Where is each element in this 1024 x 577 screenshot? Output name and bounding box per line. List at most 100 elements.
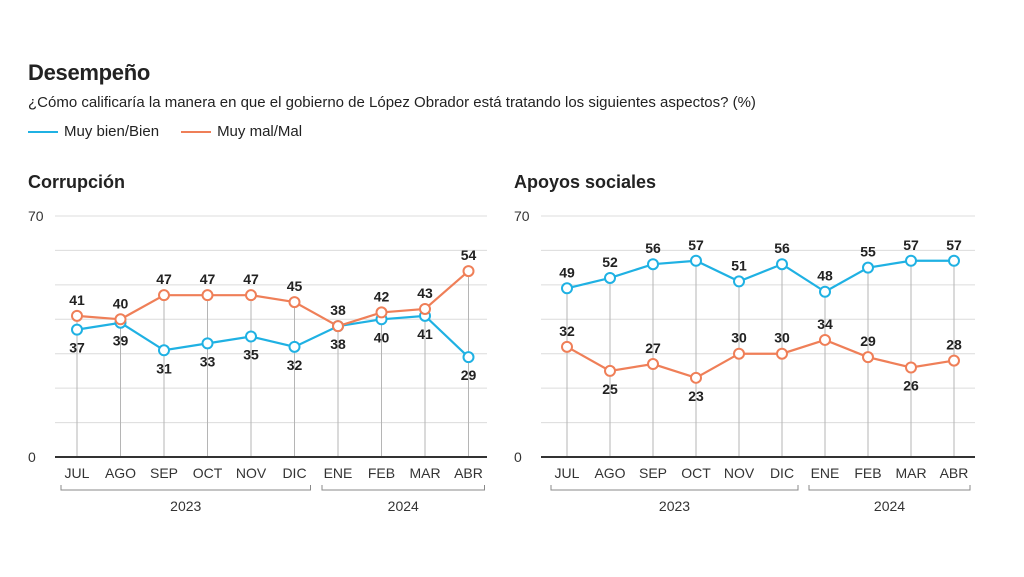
c0-data-label-0: 39: [113, 333, 129, 349]
c0-data-label-0: 32: [287, 357, 303, 373]
c0-point-1: [201, 289, 214, 302]
c0-xtick-label: MAR: [409, 465, 440, 481]
legend-label-bad: Muy mal/Mal: [217, 123, 303, 140]
c1-year-bracket: [550, 485, 799, 491]
c0-xtick-label: NOV: [236, 465, 267, 481]
c1-point-0: [862, 261, 874, 274]
c0-point-1: [245, 289, 257, 302]
c1-xtick-label: NOV: [724, 465, 755, 481]
c0-data-label-1: 47: [200, 271, 216, 287]
c0-point-1: [114, 313, 127, 326]
c0-data-label-0: 41: [417, 326, 433, 342]
c0-xtick-label: FEB: [368, 465, 395, 481]
c1-point-0: [819, 285, 831, 298]
legend-swatch-bad: [181, 130, 212, 133]
c0-point-1: [375, 306, 388, 319]
page-title: Desempeño: [28, 60, 151, 85]
chart-title-corrupcion: Corrupción: [28, 172, 125, 192]
c1-point-1: [690, 371, 702, 384]
c0-year-bracket: [321, 485, 485, 491]
c0-year-label: 2023: [170, 498, 201, 514]
c1-ytick-label: 0: [514, 449, 522, 465]
c0-point-1: [462, 265, 475, 278]
c1-data-label-0: 56: [774, 240, 790, 256]
legend-swatch-good: [28, 130, 58, 133]
c0-data-label-0: 31: [156, 360, 172, 376]
c1-point-1: [862, 351, 874, 364]
c1-data-label-1: 29: [860, 333, 876, 349]
c1-data-label-0: 55: [860, 244, 876, 260]
c0-point-0: [158, 344, 170, 357]
c1-point-0: [776, 258, 788, 271]
c1-point-0: [690, 254, 702, 267]
c1-point-0: [733, 275, 745, 288]
c1-point-0: [905, 254, 917, 267]
c0-xtick-label: DIC: [282, 465, 306, 481]
c1-point-0: [561, 282, 573, 295]
c1-data-label-1: 28: [946, 337, 962, 353]
c1-point-0: [604, 271, 616, 284]
c0-ytick-label: 0: [28, 449, 36, 465]
c1-xtick-label: MAR: [895, 465, 926, 481]
c1-series-line-0: [566, 259, 954, 294]
c1-xtick-label: DIC: [770, 465, 794, 481]
c1-point-1: [733, 347, 745, 360]
c0-point-0: [201, 337, 214, 350]
c1-data-label-1: 25: [602, 381, 618, 397]
c0-xtick-label: OCT: [193, 465, 223, 481]
c1-year-label: 2023: [659, 498, 690, 514]
c0-data-label-1: 45: [287, 278, 303, 294]
c0-point-1: [158, 289, 170, 302]
c1-data-label-0: 56: [645, 240, 661, 256]
c0-data-label-1: 40: [113, 295, 129, 311]
c0-data-label-0: 37: [69, 340, 85, 356]
c0-point-0: [71, 323, 83, 336]
c1-xtick-label: SEP: [639, 465, 667, 481]
c0-data-label-1: 41: [69, 292, 85, 308]
c1-point-1: [561, 340, 573, 353]
legend-item-good: Muy bien/Bien: [28, 123, 159, 140]
c1-xtick-label: FEB: [854, 465, 881, 481]
c0-point-0: [462, 351, 475, 364]
c0-point-1: [419, 302, 431, 315]
c1-xtick-label: ABR: [940, 465, 969, 481]
c1-ytick-label: 70: [514, 208, 530, 224]
c1-data-label-0: 48: [817, 268, 833, 284]
c0-point-0: [288, 340, 301, 353]
legend: Muy bien/Bien Muy mal/Mal: [28, 123, 324, 140]
c1-data-label-1: 27: [645, 340, 661, 356]
c0-point-1: [332, 320, 344, 333]
c1-data-label-1: 34: [817, 316, 833, 332]
c0-data-label-1: 42: [374, 288, 390, 304]
c1-xtick-label: ENE: [811, 465, 840, 481]
c1-series-line-1: [566, 338, 955, 380]
c1-point-1: [647, 358, 659, 371]
c1-data-label-1: 30: [774, 330, 790, 346]
c0-data-label-1: 43: [417, 285, 433, 301]
legend-label-good: Muy bien/Bien: [64, 123, 160, 140]
c1-point-1: [948, 354, 960, 367]
c0-ytick-label: 70: [28, 208, 44, 224]
c0-data-label-0: 38: [330, 302, 346, 318]
c1-data-label-1: 23: [688, 388, 704, 404]
c0-point-1: [288, 296, 301, 309]
c0-point-0: [245, 330, 257, 343]
c1-data-label-0: 57: [903, 237, 919, 253]
c0-data-label-0: 33: [200, 353, 216, 369]
c0-data-label-1: 38: [330, 336, 346, 352]
c0-xtick-label: ENE: [324, 465, 353, 481]
c1-xtick-label: JUL: [555, 465, 580, 481]
c0-xtick-label: AGO: [105, 465, 136, 481]
c0-data-label-0: 40: [374, 329, 390, 345]
c1-data-label-1: 30: [731, 330, 747, 346]
c1-year-label: 2024: [874, 498, 905, 514]
c0-data-label-0: 29: [461, 367, 477, 383]
c0-year-label: 2024: [388, 498, 419, 514]
c1-data-label-1: 26: [903, 377, 919, 393]
c1-data-label-0: 51: [731, 257, 747, 273]
c1-point-1: [604, 364, 616, 377]
chart-title-apoyos: Apoyos sociales: [514, 172, 657, 192]
c0-xtick-label: ABR: [454, 465, 483, 481]
c1-year-bracket: [808, 485, 971, 491]
